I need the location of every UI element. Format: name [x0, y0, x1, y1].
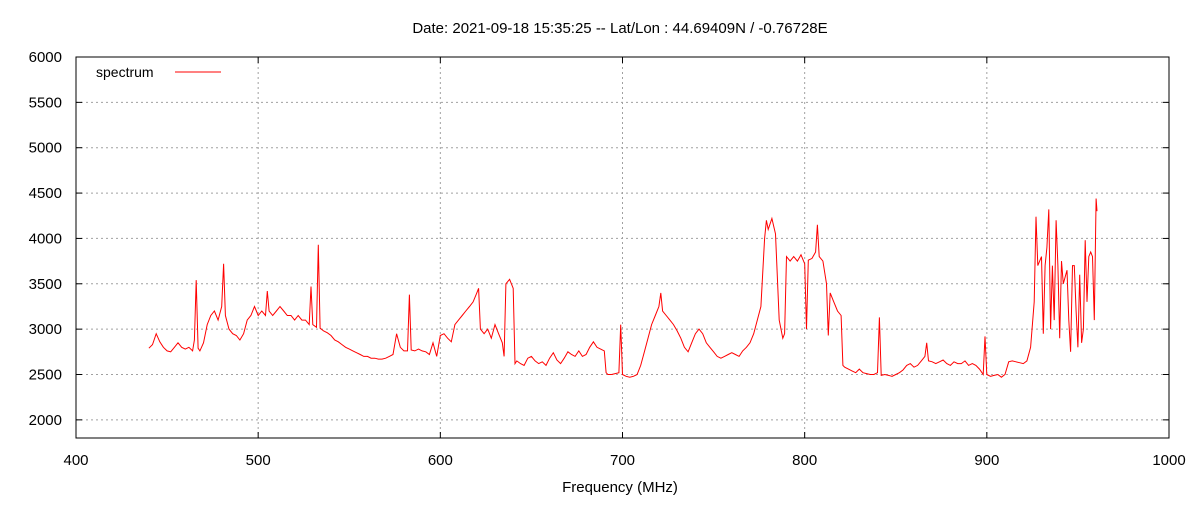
tick-layer: 400 500 600 700 800 900 1000 2000 2500 3000 3500 40…	[29, 49, 1186, 469]
grid-layer	[76, 57, 1169, 438]
x-tick-label-400: 400	[63, 452, 88, 469]
x-tick-label-900: 900	[974, 452, 999, 469]
x-tick-label-700: 700	[610, 452, 635, 469]
y-tick-label-3500: 3500	[29, 276, 62, 293]
y-tick-label-2500: 2500	[29, 367, 62, 384]
y-tick-label-5000: 5000	[29, 140, 62, 157]
legend-label-spectrum: spectrum	[96, 64, 154, 80]
x-tick-label-1000: 1000	[1152, 452, 1185, 469]
y-tick-label-4000: 4000	[29, 230, 62, 247]
y-tick-label-2000: 2000	[29, 412, 62, 429]
series-line-spectrum	[148, 198, 1098, 378]
y-tick-label-3000: 3000	[29, 321, 62, 338]
legend: spectrum	[96, 64, 221, 80]
y-tick-label-6000: 6000	[29, 49, 62, 66]
series-layer	[148, 198, 1098, 378]
chart-title: Date: 2021-09-18 15:35:25 -- Lat/Lon : 4…	[412, 20, 827, 37]
x-tick-label-500: 500	[246, 452, 271, 469]
x-axis-label: Frequency (MHz)	[562, 479, 678, 496]
x-tick-label-800: 800	[792, 452, 817, 469]
x-tick-label-600: 600	[428, 452, 453, 469]
y-tick-label-4500: 4500	[29, 185, 62, 202]
y-tick-label-5500: 5500	[29, 94, 62, 111]
